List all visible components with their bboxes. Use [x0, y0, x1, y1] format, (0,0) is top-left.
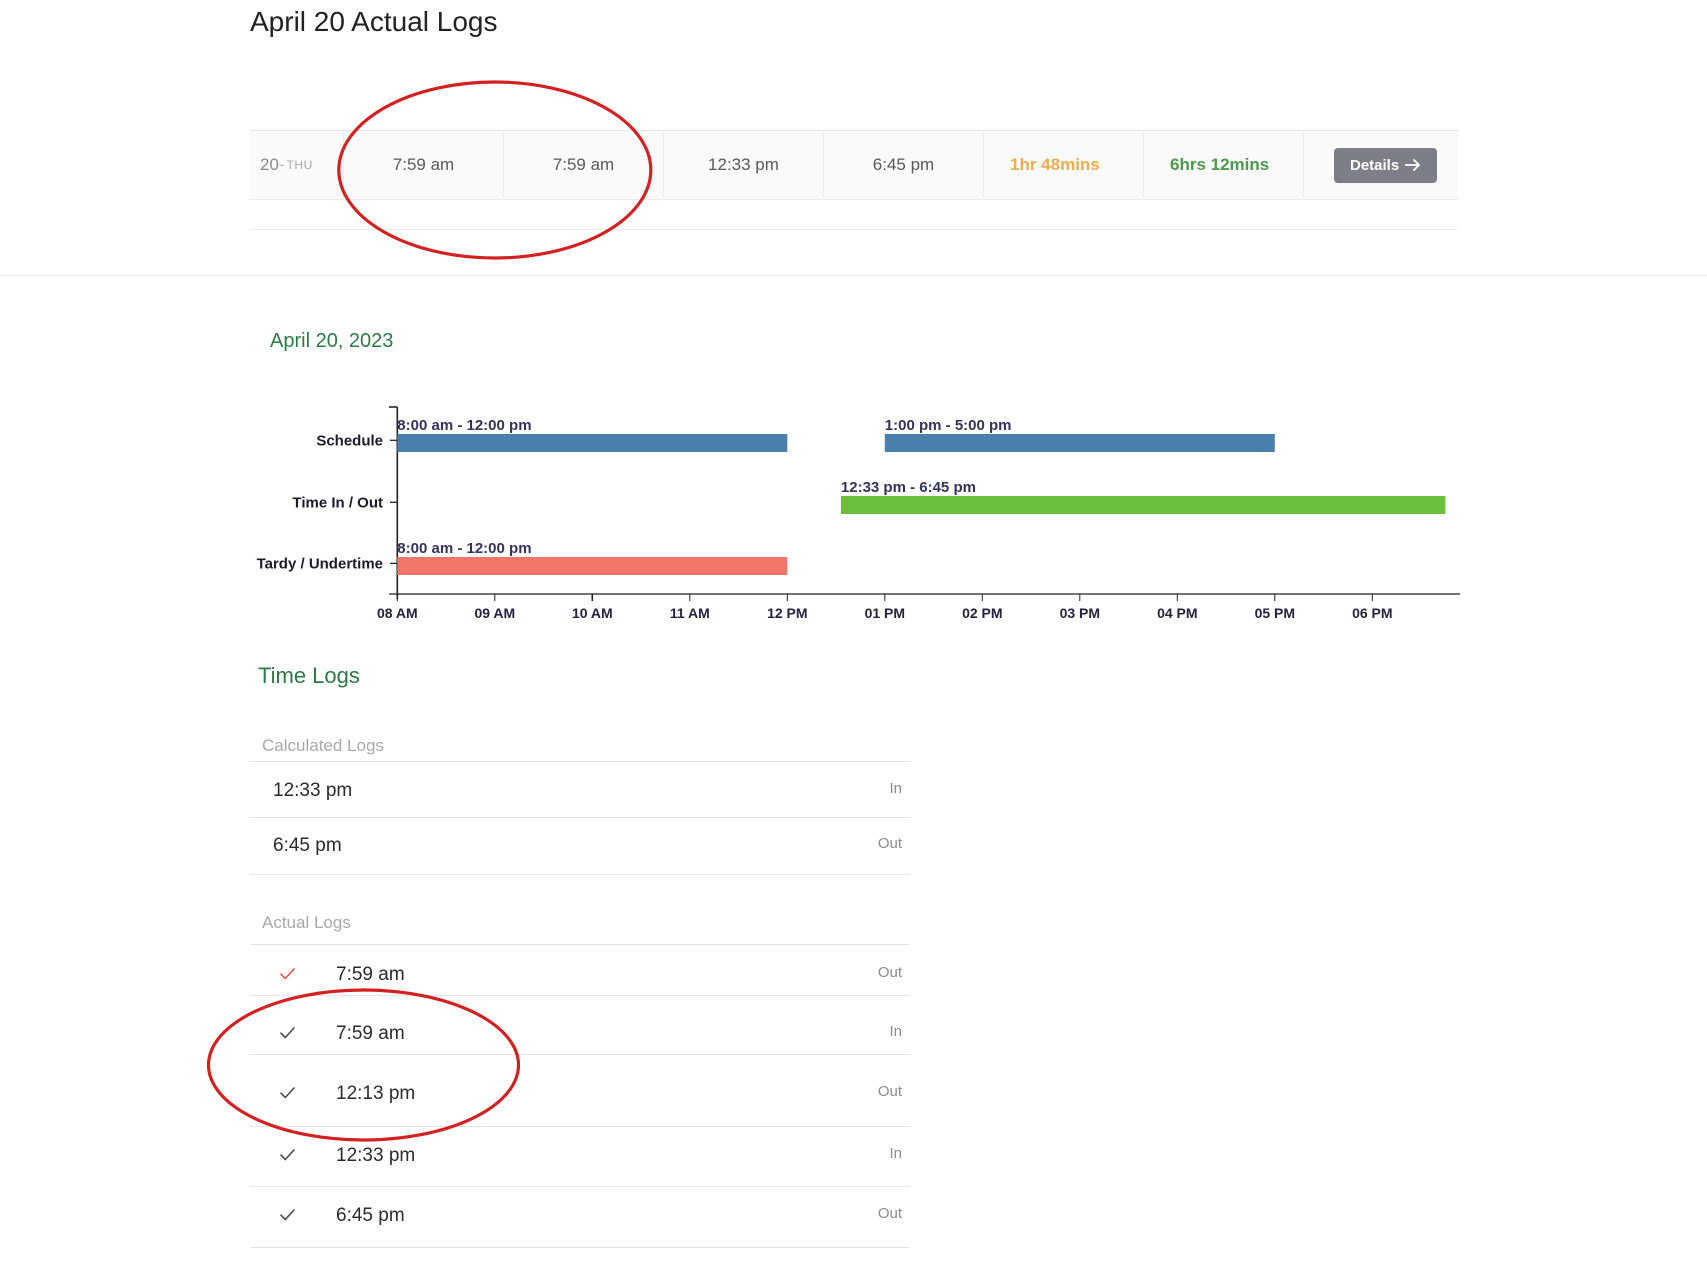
svg-text:Time In / Out: Time In / Out	[292, 495, 383, 512]
svg-text:1:00 pm - 5:00 pm: 1:00 pm - 5:00 pm	[885, 417, 1012, 434]
svg-text:06 PM: 06 PM	[1352, 605, 1392, 621]
svg-text:08 AM: 08 AM	[377, 605, 418, 621]
svg-text:12 PM: 12 PM	[767, 605, 807, 621]
svg-text:09 AM: 09 AM	[474, 605, 515, 621]
svg-text:8:00 am - 12:00 pm: 8:00 am - 12:00 pm	[397, 540, 531, 557]
svg-text:11 AM: 11 AM	[670, 605, 710, 621]
svg-text:03 PM: 03 PM	[1060, 605, 1100, 621]
svg-text:8:00 am - 12:00 pm: 8:00 am - 12:00 pm	[397, 417, 531, 434]
svg-text:05 PM: 05 PM	[1255, 605, 1295, 621]
svg-text:10 AM: 10 AM	[572, 605, 613, 621]
svg-text:01 PM: 01 PM	[865, 605, 905, 621]
svg-text:Tardy / Undertime: Tardy / Undertime	[257, 556, 383, 573]
svg-text:02 PM: 02 PM	[962, 605, 1002, 621]
svg-text:Schedule: Schedule	[316, 433, 383, 450]
svg-text:12:33 pm - 6:45 pm: 12:33 pm - 6:45 pm	[841, 479, 976, 496]
svg-text:04 PM: 04 PM	[1157, 605, 1197, 621]
